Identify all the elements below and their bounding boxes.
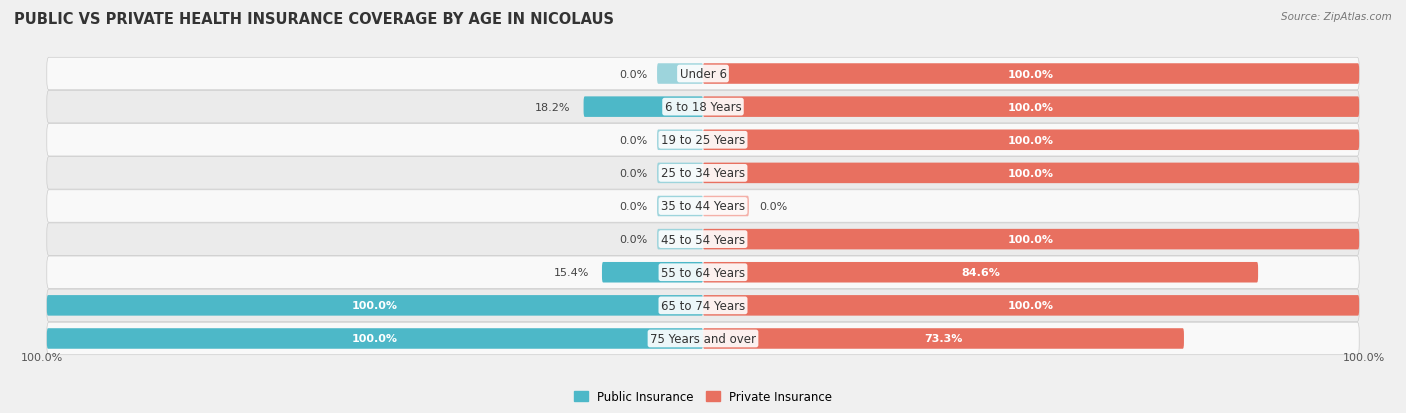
FancyBboxPatch shape xyxy=(46,290,1360,322)
Text: 55 to 64 Years: 55 to 64 Years xyxy=(661,266,745,279)
FancyBboxPatch shape xyxy=(46,295,703,316)
Text: 19 to 25 Years: 19 to 25 Years xyxy=(661,134,745,147)
Text: 18.2%: 18.2% xyxy=(534,102,571,112)
Text: 25 to 34 Years: 25 to 34 Years xyxy=(661,167,745,180)
Text: 100.0%: 100.0% xyxy=(352,334,398,344)
FancyBboxPatch shape xyxy=(602,262,703,283)
FancyBboxPatch shape xyxy=(46,91,1360,123)
FancyBboxPatch shape xyxy=(657,229,703,250)
Text: 0.0%: 0.0% xyxy=(619,135,647,145)
FancyBboxPatch shape xyxy=(703,163,1360,184)
Legend: Public Insurance, Private Insurance: Public Insurance, Private Insurance xyxy=(569,385,837,408)
Text: 100.0%: 100.0% xyxy=(21,352,63,363)
Text: 45 to 54 Years: 45 to 54 Years xyxy=(661,233,745,246)
Text: 100.0%: 100.0% xyxy=(1008,135,1054,145)
FancyBboxPatch shape xyxy=(657,64,703,85)
FancyBboxPatch shape xyxy=(583,97,703,118)
Text: 0.0%: 0.0% xyxy=(619,235,647,244)
FancyBboxPatch shape xyxy=(703,130,1360,151)
FancyBboxPatch shape xyxy=(46,58,1360,90)
Text: PUBLIC VS PRIVATE HEALTH INSURANCE COVERAGE BY AGE IN NICOLAUS: PUBLIC VS PRIVATE HEALTH INSURANCE COVER… xyxy=(14,12,614,27)
FancyBboxPatch shape xyxy=(703,295,1360,316)
Text: 75 Years and over: 75 Years and over xyxy=(650,332,756,345)
Text: 73.3%: 73.3% xyxy=(924,334,963,344)
FancyBboxPatch shape xyxy=(703,97,1360,118)
Text: 15.4%: 15.4% xyxy=(554,268,589,278)
Text: Source: ZipAtlas.com: Source: ZipAtlas.com xyxy=(1281,12,1392,22)
FancyBboxPatch shape xyxy=(46,157,1360,190)
Text: 100.0%: 100.0% xyxy=(1008,235,1054,244)
Text: 84.6%: 84.6% xyxy=(962,268,1000,278)
Text: 100.0%: 100.0% xyxy=(1008,169,1054,178)
Text: 0.0%: 0.0% xyxy=(759,202,787,211)
Text: 100.0%: 100.0% xyxy=(1008,301,1054,311)
Text: 100.0%: 100.0% xyxy=(1008,102,1054,112)
Text: 65 to 74 Years: 65 to 74 Years xyxy=(661,299,745,312)
Text: 100.0%: 100.0% xyxy=(1343,352,1385,363)
FancyBboxPatch shape xyxy=(703,262,1258,283)
FancyBboxPatch shape xyxy=(46,223,1360,256)
Text: 0.0%: 0.0% xyxy=(619,169,647,178)
FancyBboxPatch shape xyxy=(46,323,1360,355)
FancyBboxPatch shape xyxy=(703,196,749,217)
FancyBboxPatch shape xyxy=(46,328,703,349)
Text: Under 6: Under 6 xyxy=(679,68,727,81)
Text: 100.0%: 100.0% xyxy=(1008,69,1054,79)
FancyBboxPatch shape xyxy=(657,196,703,217)
FancyBboxPatch shape xyxy=(657,130,703,151)
FancyBboxPatch shape xyxy=(657,163,703,184)
Text: 100.0%: 100.0% xyxy=(352,301,398,311)
FancyBboxPatch shape xyxy=(46,124,1360,157)
Text: 35 to 44 Years: 35 to 44 Years xyxy=(661,200,745,213)
Text: 6 to 18 Years: 6 to 18 Years xyxy=(665,101,741,114)
Text: 0.0%: 0.0% xyxy=(619,69,647,79)
Text: 0.0%: 0.0% xyxy=(619,202,647,211)
FancyBboxPatch shape xyxy=(46,190,1360,223)
FancyBboxPatch shape xyxy=(703,328,1184,349)
FancyBboxPatch shape xyxy=(703,64,1360,85)
FancyBboxPatch shape xyxy=(703,229,1360,250)
FancyBboxPatch shape xyxy=(46,256,1360,289)
